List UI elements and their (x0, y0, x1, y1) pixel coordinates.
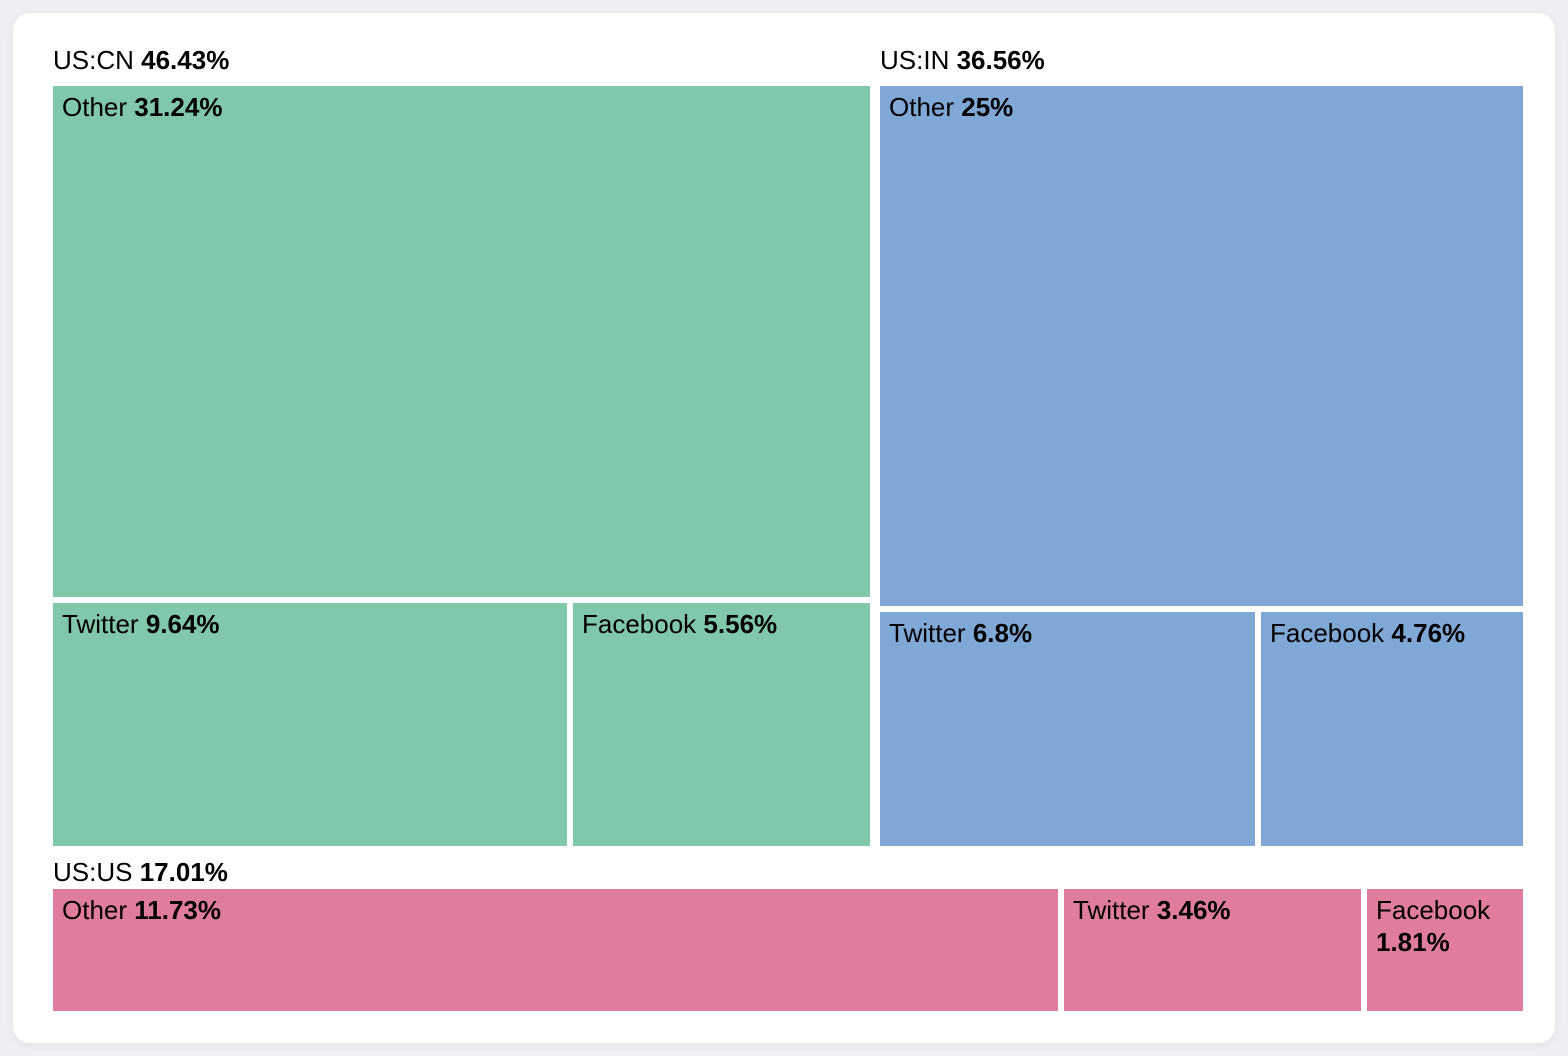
group-label: US:IN (880, 45, 950, 75)
group-header-us-cn: US:CN 46.43% (53, 43, 229, 77)
cell-value: 31.24% (134, 92, 223, 122)
cell-label: Facebook 1.81% (1367, 889, 1523, 958)
cell-label: Other 11.73% (53, 889, 1058, 926)
cell-value: 3.46% (1156, 895, 1231, 925)
cell-category: Facebook (582, 609, 697, 639)
group-header-us-us: US:US 17.01% (53, 855, 228, 889)
cell-us-cn-facebook[interactable]: Facebook 5.56% (573, 603, 870, 846)
cell-category: Other (62, 92, 128, 122)
cell-label: Facebook 5.56% (573, 603, 870, 640)
cell-us-us-facebook[interactable]: Facebook 1.81% (1367, 889, 1523, 1011)
cell-value: 25% (961, 92, 1014, 122)
cell-us-cn-other[interactable]: Other 31.24% (53, 86, 870, 597)
group-value: 17.01% (139, 857, 228, 887)
cell-category: Twitter (1073, 895, 1150, 925)
group-value: 36.56% (956, 45, 1045, 75)
cell-value: 4.76% (1391, 618, 1466, 648)
cell-label: Other 25% (880, 86, 1523, 123)
cell-category: Facebook (1270, 618, 1385, 648)
cell-us-in-other[interactable]: Other 25% (880, 86, 1523, 606)
cell-label: Twitter 3.46% (1064, 889, 1361, 926)
cell-us-cn-twitter[interactable]: Twitter 9.64% (53, 603, 567, 846)
cell-label: Facebook 4.76% (1261, 612, 1523, 649)
cell-category: Other (62, 895, 128, 925)
cell-label: Other 31.24% (53, 86, 870, 123)
group-label: US:US (53, 857, 133, 887)
cell-category: Other (889, 92, 955, 122)
cell-value: 5.56% (703, 609, 778, 639)
cell-us-us-twitter[interactable]: Twitter 3.46% (1064, 889, 1361, 1011)
group-value: 46.43% (141, 45, 230, 75)
chart-card: US:CN 46.43% Other 31.24% Twitter 9.64% Fac… (12, 12, 1556, 1044)
cell-label: Twitter 9.64% (53, 603, 567, 640)
treemap: US:CN 46.43% Other 31.24% Twitter 9.64% Fac… (53, 43, 1523, 1011)
group-header-us-in: US:IN 36.56% (880, 43, 1045, 77)
cell-label: Twitter 6.8% (880, 612, 1255, 649)
cell-value: 9.64% (145, 609, 220, 639)
cell-value: 11.73% (134, 895, 222, 925)
cell-us-in-facebook[interactable]: Facebook 4.76% (1261, 612, 1523, 846)
cell-category: Twitter (62, 609, 139, 639)
cell-us-in-twitter[interactable]: Twitter 6.8% (880, 612, 1255, 846)
cell-us-us-other[interactable]: Other 11.73% (53, 889, 1058, 1011)
cell-category: Facebook (1376, 895, 1491, 925)
cell-value: 6.8% (972, 618, 1033, 648)
group-label: US:CN (53, 45, 134, 75)
cell-value: 1.81% (1376, 927, 1450, 957)
cell-category: Twitter (889, 618, 966, 648)
